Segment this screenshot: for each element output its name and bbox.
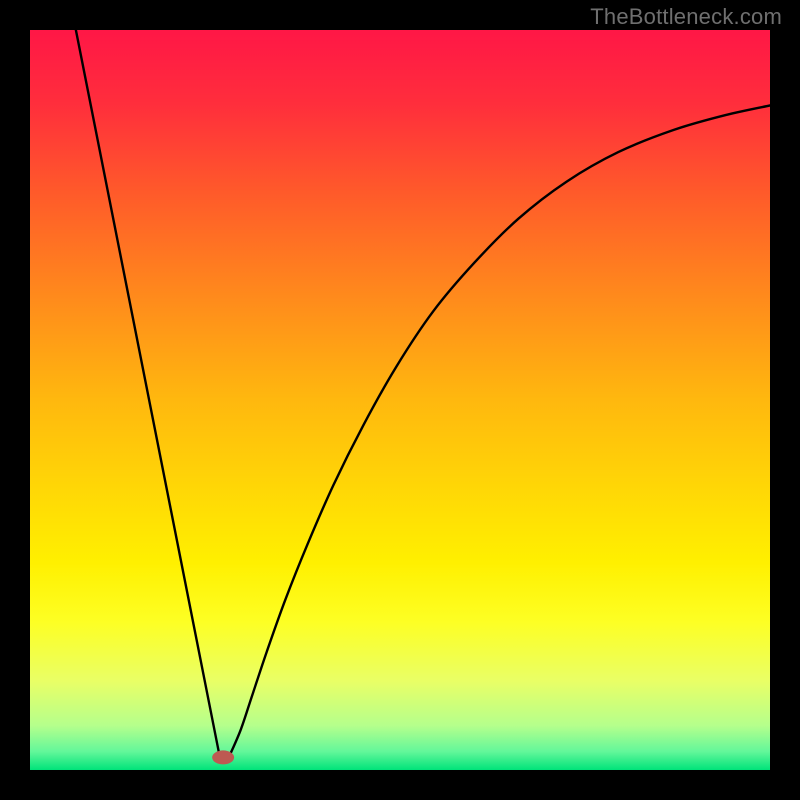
bottleneck-chart [0,0,800,800]
optimal-point-marker [212,750,234,764]
watermark-text: TheBottleneck.com [590,4,782,30]
plot-background-gradient [30,30,770,770]
chart-container [0,0,800,800]
